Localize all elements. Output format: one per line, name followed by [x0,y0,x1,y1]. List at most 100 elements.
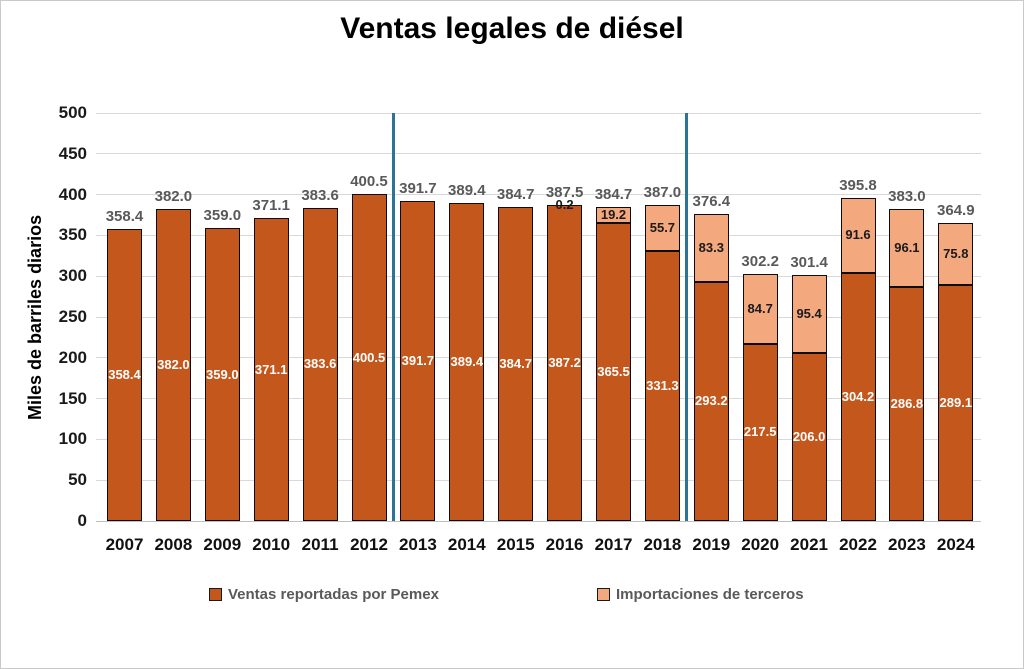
bar-segment-imports [742,274,778,344]
x-tick-label: 2018 [643,535,682,554]
x-tick-label: 2016 [545,535,584,554]
bar-value-label-pemex: 382.0 [157,357,190,373]
bar-segment-pemex [596,222,631,521]
bar-total-label: 383.6 [301,186,339,204]
bar-segment-pemex [107,228,142,521]
bar-total-label: 383.0 [888,187,926,205]
bar-total-label: 395.8 [839,177,877,195]
bar-value-label-pemex: 358.4 [108,366,141,382]
bar-value-label-pemex: 217.5 [743,424,777,440]
bar-segment-imports [840,198,876,273]
bar-value-label-pemex: 331.3 [646,377,679,393]
x-tick-label: 2017 [594,535,633,554]
x-tick-label: 2014 [447,535,486,554]
bar-value-label-pemex: 384.7 [499,356,532,372]
bar-value-label-pemex: 400.5 [352,349,386,365]
bar-segment-pemex [498,207,534,521]
bar-value-label-pemex: 206.0 [792,428,826,444]
bar-total-label: 384.7 [594,186,633,204]
imports-series-swatch-icon [597,588,610,601]
bar-value-label-imports: 55.7 [649,219,676,235]
y-tick-label: 500 [58,103,87,122]
y-tick-label: 400 [58,184,87,204]
bar-total-label: 387.5 [545,183,584,201]
y-tick-label: 200 [58,347,87,367]
x-tick-label: 2022 [839,535,877,554]
bar-segment-pemex [400,201,436,521]
bar-value-label-pemex: 387.2 [548,355,581,371]
bar-value-label-imports: 84.7 [747,300,773,316]
bar-total-label: 384.7 [496,186,535,204]
gridline [96,316,981,318]
gridline [96,194,981,196]
x-tick-label: 2012 [350,535,388,554]
bar-segment-pemex [889,286,925,521]
bar-segment-pemex [204,228,240,521]
bar-segment-pemex [938,285,974,521]
bar-total-label: 364.9 [937,202,975,220]
bar-total-label: 382.0 [154,188,193,206]
bar-total-label: 358.4 [105,207,144,225]
bar-value-label-imports: 96.1 [894,239,920,255]
legend-label-imports: Importaciones de terceros [616,586,804,603]
bar-total-label: 371.1 [252,197,290,215]
gridline [96,275,981,277]
bar-segment-imports [889,208,925,287]
bar-value-label-pemex: 365.5 [597,363,630,379]
bar-total-label: 391.7 [399,180,437,198]
legend-item-pemex: Ventas reportadas por Pemex [209,586,439,603]
period-divider-line [685,113,689,521]
x-tick-label: 2013 [398,535,437,554]
gridline [96,357,981,359]
bar-value-label-pemex: 391.7 [401,353,435,369]
x-tick-label: 2009 [203,535,242,554]
period-divider-line [391,113,395,521]
bar-total-label: 387.0 [643,184,682,202]
bar-segment-pemex [547,205,583,521]
bar-total-label: 400.5 [350,173,388,191]
y-tick-label: 250 [58,307,87,326]
bar-value-label-pemex: 293.2 [695,393,728,409]
bar-value-label-pemex: 371.1 [254,361,288,377]
bar-segment-pemex [155,209,191,521]
x-tick-label: 2023 [887,535,926,554]
bar-total-label: 301.4 [790,254,828,272]
bar-value-label-pemex: 286.8 [890,395,924,411]
x-tick-label: 2011 [301,535,339,554]
bar-segment-imports [693,213,729,282]
bar-total-label: 302.2 [741,253,779,271]
bar-segment-pemex [253,218,289,521]
gridline [96,234,981,236]
legend-item-imports: Importaciones de terceros [597,586,804,603]
bar-value-label-pemex: 389.4 [450,354,484,370]
x-tick-label: 2019 [692,535,731,554]
y-tick-label: 50 [68,470,87,490]
x-tick-label: 2007 [105,535,144,554]
y-tick-label: 150 [58,388,87,408]
y-tick-label: 300 [58,266,87,286]
x-tick-label: 2021 [790,535,828,554]
pemex-series-swatch-icon [209,588,222,601]
bar-segment-pemex [791,352,827,521]
y-tick-label: 100 [58,429,87,449]
bar-value-label-imports: 83.3 [698,239,724,255]
bar-segment-imports [596,207,631,223]
bar-value-label-imports: 91.6 [845,227,871,243]
bar-segment-imports [791,275,827,353]
x-tick-label: 2015 [496,535,535,554]
y-tick-label: 450 [58,143,87,163]
x-axis-line [96,520,981,522]
bar-value-label-imports: 75.8 [943,246,969,262]
x-tick-label: 2010 [252,535,291,554]
bar-value-label-imports: 19.2 [600,206,627,222]
gridline [96,438,981,440]
chart-title: Ventas legales de diésel [340,12,684,45]
bar-value-label-pemex: 304.2 [841,388,875,404]
legend-label-pemex: Ventas reportadas por Pemex [228,586,439,603]
gridline [96,153,981,155]
x-tick-label: 2024 [936,535,975,554]
x-tick-label: 2020 [741,535,780,554]
bar-segment-imports [938,223,974,286]
bar-segment-pemex [351,194,387,521]
